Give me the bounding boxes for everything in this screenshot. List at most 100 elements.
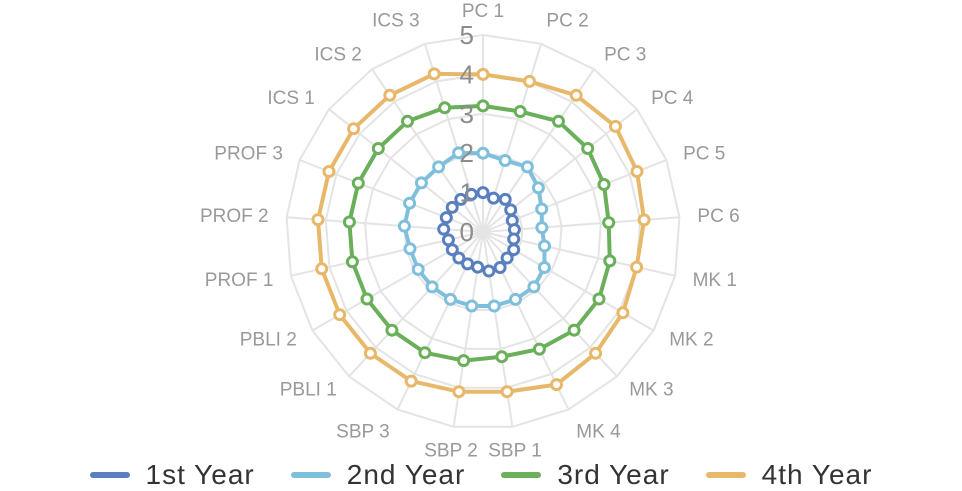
- data-point[interactable]: [609, 119, 622, 133]
- data-point[interactable]: [552, 114, 565, 128]
- legend-item-1st-year[interactable]: 1st Year: [89, 459, 255, 491]
- data-point[interactable]: [454, 192, 468, 206]
- radial-tick-label: 1: [460, 178, 474, 208]
- data-point[interactable]: [537, 261, 551, 274]
- spoke-label: ICS 1: [267, 88, 315, 109]
- spoke-label: PC 3: [604, 44, 646, 65]
- data-point[interactable]: [602, 216, 616, 230]
- data-point[interactable]: [461, 257, 475, 271]
- data-point[interactable]: [531, 181, 545, 195]
- data-point[interactable]: [342, 215, 356, 229]
- data-point[interactable]: [535, 221, 549, 235]
- data-point[interactable]: [476, 186, 490, 200]
- data-point[interactable]: [351, 176, 365, 190]
- data-point[interactable]: [457, 354, 471, 368]
- data-point[interactable]: [471, 260, 485, 274]
- legend-item-4th-year[interactable]: 4th Year: [705, 458, 873, 491]
- data-point[interactable]: [345, 255, 359, 269]
- data-point[interactable]: [569, 88, 583, 102]
- data-point[interactable]: [441, 233, 455, 247]
- data-point[interactable]: [538, 239, 551, 253]
- data-point[interactable]: [527, 280, 541, 294]
- data-point[interactable]: [603, 254, 617, 268]
- data-point[interactable]: [581, 142, 595, 155]
- data-point[interactable]: [333, 308, 347, 322]
- data-point[interactable]: [482, 264, 496, 278]
- data-point[interactable]: [567, 323, 581, 337]
- data-point[interactable]: [476, 146, 490, 160]
- data-point[interactable]: [403, 196, 417, 210]
- data-point[interactable]: [437, 222, 451, 236]
- data-point[interactable]: [445, 200, 459, 214]
- data-point[interactable]: [487, 191, 500, 205]
- data-point[interactable]: [383, 88, 397, 102]
- data-point[interactable]: [347, 122, 361, 136]
- data-point[interactable]: [498, 154, 512, 167]
- data-point[interactable]: [532, 342, 546, 356]
- data-point[interactable]: [550, 378, 563, 392]
- data-point[interactable]: [507, 243, 521, 257]
- data-point[interactable]: [507, 232, 521, 246]
- data-point[interactable]: [360, 292, 374, 306]
- data-point[interactable]: [500, 385, 514, 399]
- legend-item-2nd-year[interactable]: 2nd Year: [290, 459, 466, 491]
- data-point[interactable]: [500, 251, 514, 265]
- data-point[interactable]: [444, 292, 457, 306]
- legend-swatch: [501, 471, 542, 478]
- data-point[interactable]: [495, 350, 509, 364]
- data-point[interactable]: [371, 142, 385, 155]
- data-point[interactable]: [498, 192, 512, 206]
- data-point[interactable]: [520, 160, 534, 174]
- data-point[interactable]: [414, 176, 428, 190]
- data-point[interactable]: [616, 306, 630, 320]
- data-point[interactable]: [452, 146, 466, 160]
- data-point[interactable]: [637, 213, 651, 227]
- data-point[interactable]: [363, 346, 377, 360]
- data-point[interactable]: [452, 385, 466, 399]
- data-point[interactable]: [438, 101, 452, 115]
- data-point[interactable]: [476, 67, 490, 81]
- data-point[interactable]: [589, 346, 603, 360]
- data-point[interactable]: [509, 292, 522, 306]
- radar-grid: [285, 33, 681, 428]
- data-point[interactable]: [322, 165, 336, 178]
- data-point[interactable]: [397, 219, 411, 233]
- radial-tick-label: 4: [460, 59, 474, 89]
- legend-label: 4th Year: [761, 458, 873, 490]
- data-point[interactable]: [513, 105, 527, 118]
- data-point[interactable]: [315, 262, 329, 276]
- data-point[interactable]: [418, 346, 432, 360]
- data-point[interactable]: [452, 251, 466, 265]
- data-point[interactable]: [427, 67, 441, 81]
- data-point[interactable]: [535, 202, 549, 216]
- data-point[interactable]: [630, 165, 644, 178]
- series-line: [347, 103, 612, 363]
- data-point[interactable]: [404, 374, 418, 388]
- radial-tick-label: 3: [460, 99, 474, 129]
- data-point[interactable]: [403, 242, 417, 256]
- data-point[interactable]: [401, 114, 414, 128]
- data-point[interactable]: [487, 299, 501, 313]
- data-point[interactable]: [597, 178, 611, 191]
- data-point[interactable]: [476, 99, 490, 113]
- data-point[interactable]: [630, 260, 644, 274]
- spoke-label: SBP 1: [488, 441, 542, 462]
- data-point[interactable]: [411, 262, 425, 276]
- spoke-label: PROF 3: [214, 144, 283, 165]
- data-point[interactable]: [493, 261, 507, 274]
- data-point[interactable]: [464, 187, 478, 201]
- data-point[interactable]: [523, 74, 536, 88]
- legend-swatch: [705, 471, 746, 478]
- data-point[interactable]: [311, 213, 325, 227]
- data-point[interactable]: [385, 323, 399, 337]
- data-point[interactable]: [425, 280, 439, 294]
- data-point[interactable]: [592, 292, 606, 306]
- spoke-labels: PC 1 PC 2 PC 3 PC 4 PC 5 PC 6 MK 1 MK 2 MK 3 MK 4…: [200, 1, 740, 462]
- spoke-label: ICS 3: [372, 11, 420, 32]
- legend-item-3rd-year[interactable]: 3rd Year: [501, 459, 669, 491]
- data-point[interactable]: [504, 203, 518, 217]
- data-point[interactable]: [432, 160, 446, 174]
- data-point[interactable]: [465, 299, 479, 313]
- spoke-label: PC 2: [546, 11, 588, 32]
- data-point[interactable]: [439, 211, 453, 225]
